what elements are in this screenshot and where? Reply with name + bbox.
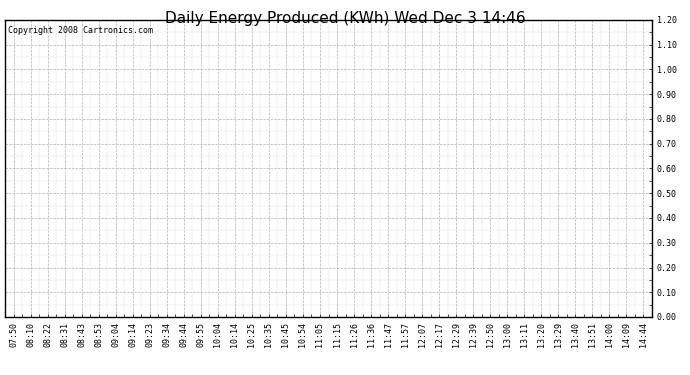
Text: Copyright 2008 Cartronics.com: Copyright 2008 Cartronics.com <box>8 26 153 35</box>
Text: Daily Energy Produced (KWh) Wed Dec 3 14:46: Daily Energy Produced (KWh) Wed Dec 3 14… <box>165 11 525 26</box>
